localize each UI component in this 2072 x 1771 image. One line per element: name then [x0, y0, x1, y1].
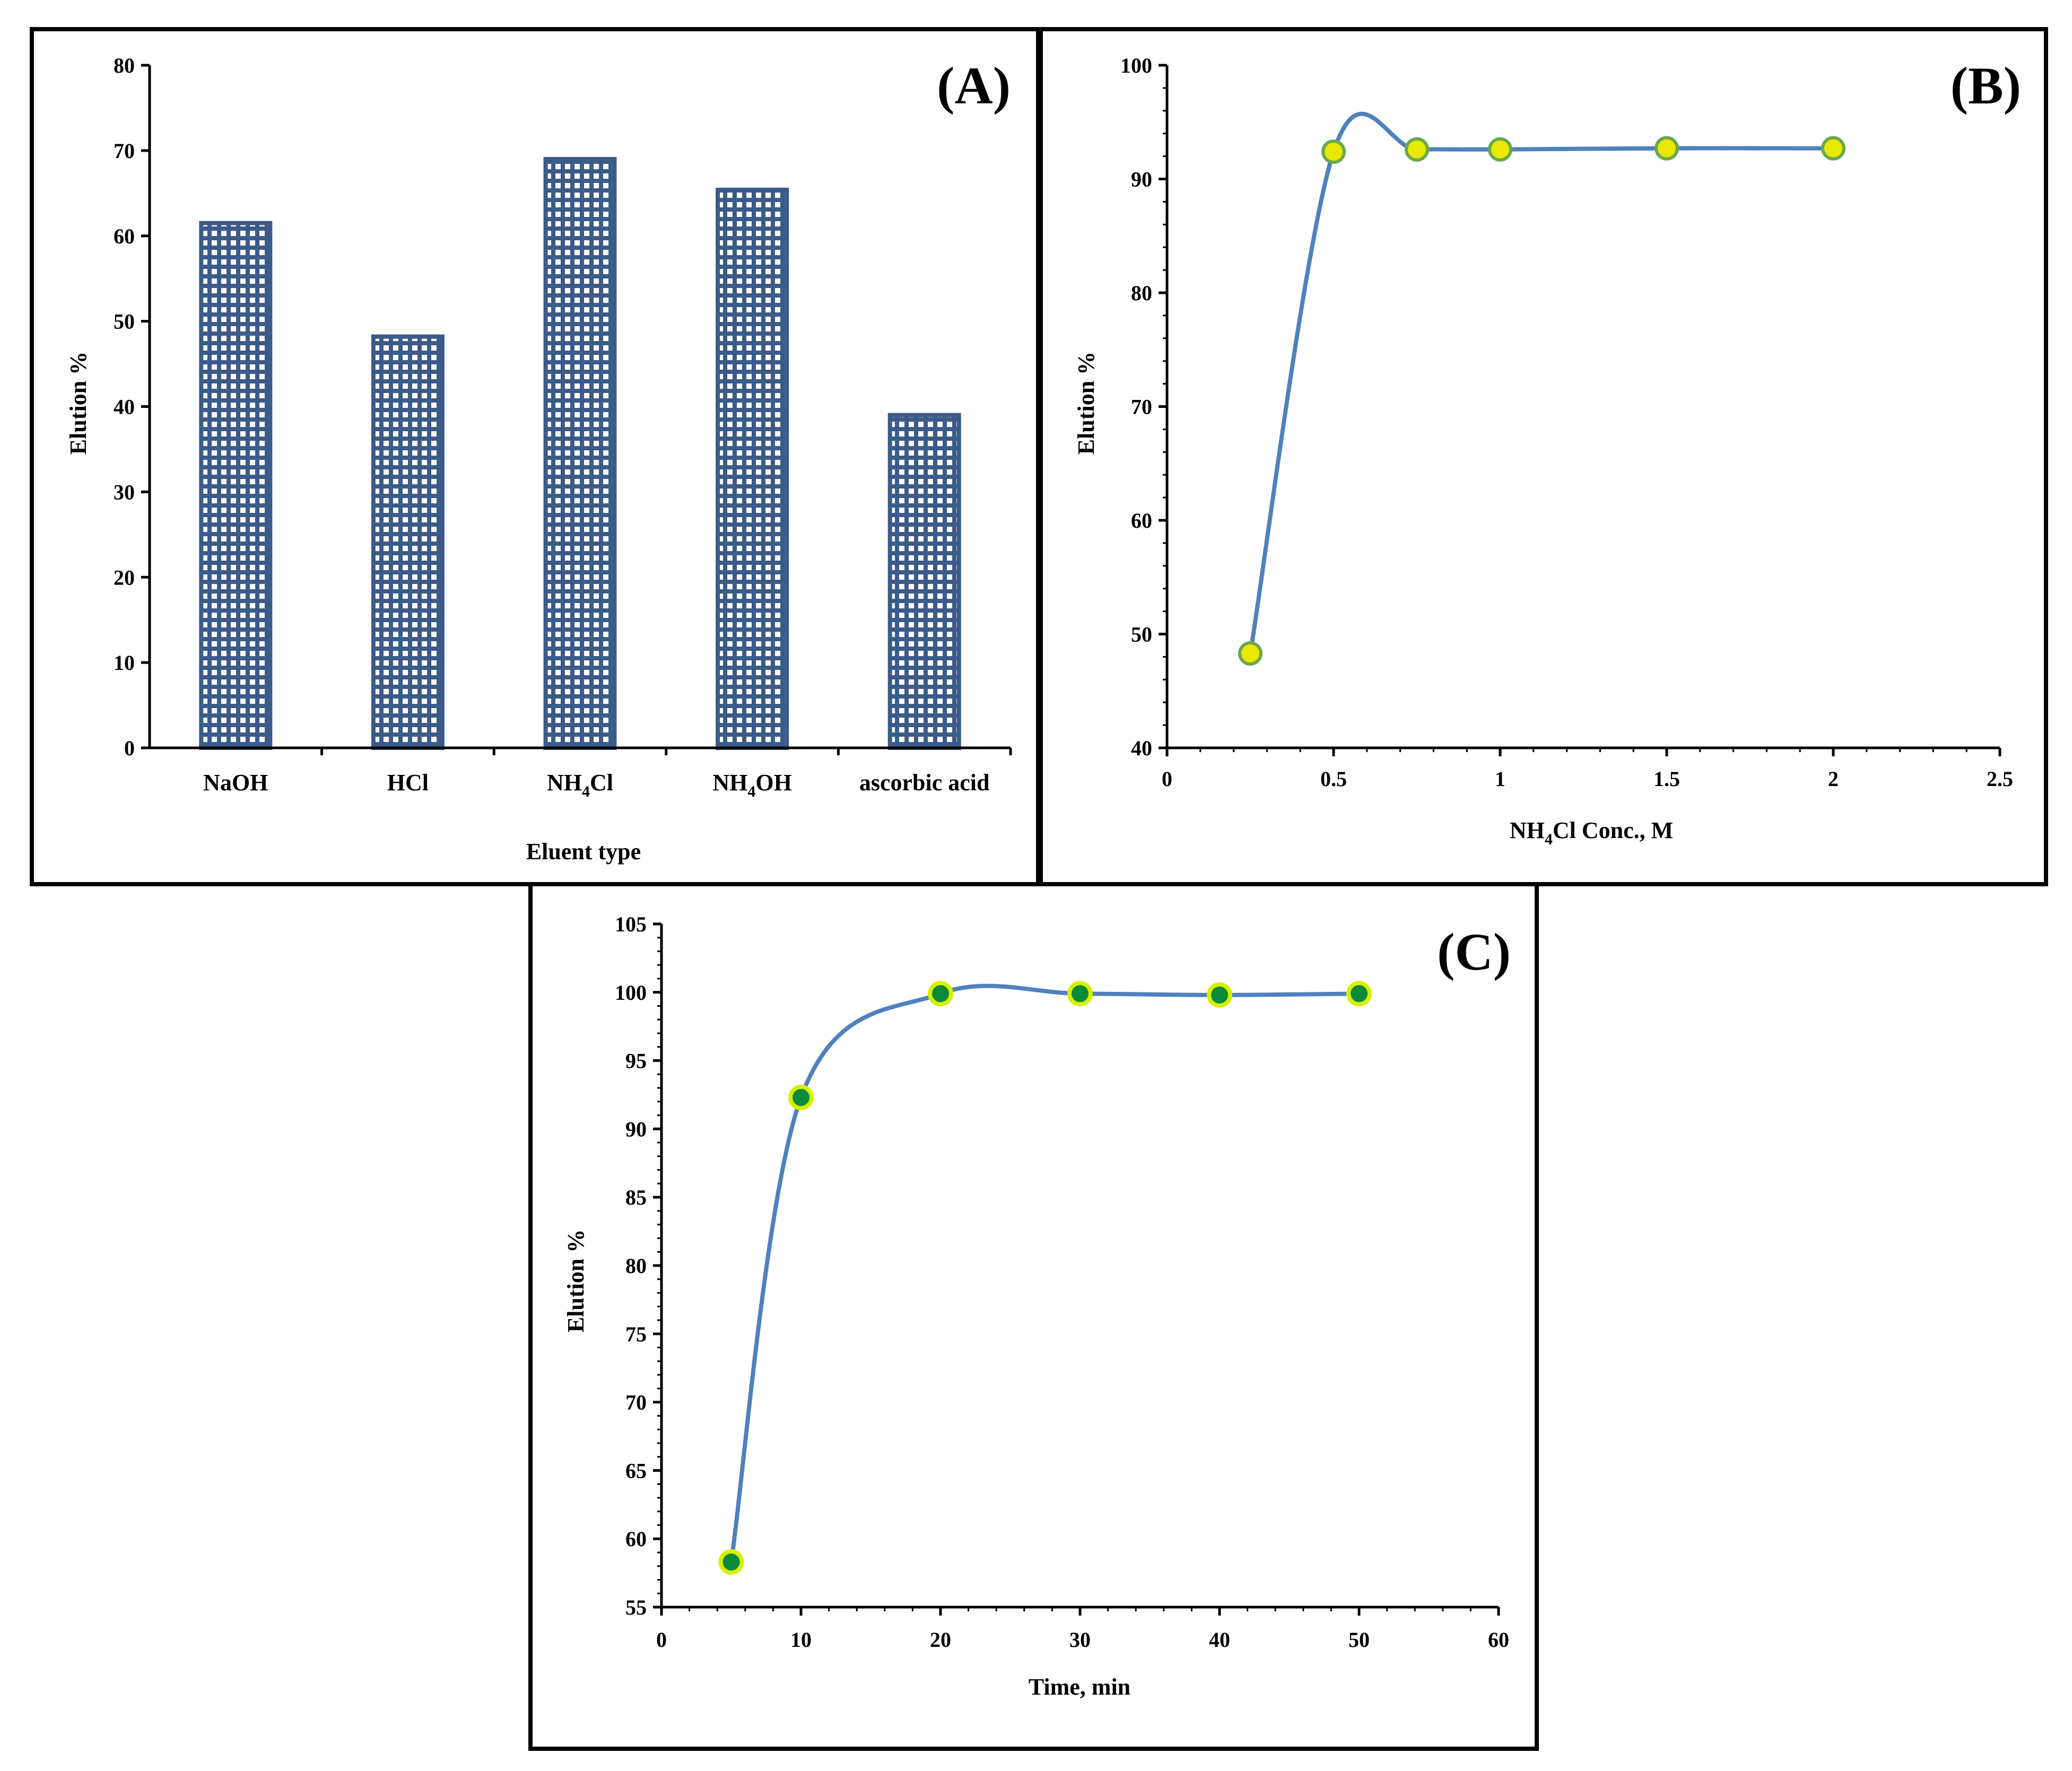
- panel-b-xtick-label: 1.5: [1653, 767, 1680, 791]
- panel-a-xlabel: Eluent type: [526, 839, 641, 865]
- panel-b-frame: [1039, 27, 2048, 886]
- panel-a-category-label: HCl: [387, 770, 429, 796]
- panel-a-frame: [30, 27, 1040, 886]
- panel-a-ytick-label: 0: [124, 736, 135, 760]
- panel-a-bar: [543, 156, 617, 750]
- panel-c-ylabel: Elution %: [563, 1229, 589, 1332]
- panel-a-ytick-label: 30: [114, 480, 135, 504]
- panel-b-data-point: [1405, 137, 1429, 162]
- panel-c-ytick-label: 70: [625, 1391, 647, 1415]
- panel-c-data-point: [928, 981, 953, 1007]
- panel-a-ytick-label: 40: [114, 395, 135, 419]
- panel-c-data-point: [1346, 981, 1372, 1007]
- panel-c-xtick-label: 30: [1069, 1628, 1091, 1652]
- panel-c-xtick-label: 10: [790, 1628, 812, 1652]
- panel-b-series-line: [1248, 111, 1834, 654]
- panel-a-label: (A): [937, 56, 1011, 115]
- panel-b-xtick-label: 2.5: [1987, 767, 2013, 791]
- panel-c-data-point: [1207, 982, 1232, 1008]
- panel-a-ytick-label: 10: [114, 651, 135, 675]
- panel-b-ytick-label: 90: [1131, 168, 1152, 191]
- panel-b-ytick-label: 50: [1131, 623, 1152, 647]
- panel-c-ytick-label: 80: [625, 1254, 647, 1278]
- panel-c-frame: [528, 882, 1539, 1751]
- panel-c-chart: 55 60 65 70 75 80 85 90 95 100 105 0 10 20 30 40 50 60 E…: [563, 912, 1511, 1700]
- panel-b-data-point: [1238, 641, 1263, 666]
- panel-a-chart: 0 10 20 30 40 50 60 70 80 NaOH HCl NH4Cl NH4OH ascor…: [65, 54, 1012, 865]
- panel-c-xtick-label: 60: [1488, 1628, 1509, 1652]
- panel-b-data-point: [1488, 137, 1512, 162]
- panel-b-ytick-label: 60: [1131, 509, 1152, 533]
- panel-a-bar: [716, 187, 789, 751]
- panel-a-bar: [887, 413, 961, 750]
- panel-a-bar: [199, 221, 273, 750]
- panel-c-xlabel: Time, min: [1029, 1674, 1130, 1700]
- panel-b-chart: 40 50 60 70 80 90 100 0 0.5 1 1.5 2 2.5 Elution % N…: [1073, 54, 2021, 848]
- panel-c-data-point: [788, 1085, 814, 1111]
- panel-c-ytick-label: 100: [615, 981, 647, 1005]
- panel-a-ytick-label: 70: [114, 139, 135, 163]
- panel-b-label: (B): [1951, 56, 2021, 115]
- panel-b-xlabel: NH4Cl Conc., M: [1510, 817, 1673, 848]
- panel-a-bar: [371, 334, 445, 750]
- panel-a-ylabel: Elution %: [65, 352, 91, 455]
- panel-c-ytick-label: 60: [625, 1527, 647, 1551]
- panel-c-label: (C): [1437, 922, 1511, 981]
- panel-b-ytick-label: 70: [1131, 395, 1152, 419]
- panel-c-ytick-label: 75: [625, 1322, 647, 1346]
- panel-c-xtick-label: 20: [930, 1628, 951, 1652]
- panel-b-data-point: [1655, 136, 1679, 161]
- panel-b-data-point: [1321, 139, 1346, 164]
- panel-c-xtick-label: 0: [656, 1628, 667, 1652]
- panel-b-data-point: [1821, 136, 1845, 161]
- panel-a-category-label: NH4Cl: [547, 770, 613, 800]
- panel-a-category-label: NH4OH: [712, 770, 791, 800]
- panel-b-ytick-label: 100: [1120, 54, 1152, 77]
- panel-a-category-label: NaOH: [203, 770, 268, 796]
- panel-c-ytick-label: 55: [625, 1595, 647, 1619]
- panel-c-xtick-label: 40: [1209, 1628, 1230, 1652]
- panel-b-xlabel-sub: 4: [1545, 831, 1553, 848]
- panel-b-ytick-label: 80: [1131, 281, 1152, 305]
- panel-b-xtick-label: 1: [1495, 767, 1505, 791]
- panel-a-ytick-label: 20: [114, 565, 135, 589]
- panel-b-xtick-label: 0.5: [1320, 767, 1347, 791]
- panel-c-xtick-label: 50: [1348, 1628, 1370, 1652]
- panel-c-ytick-label: 85: [625, 1185, 647, 1209]
- panel-c-ytick-label: 90: [625, 1117, 647, 1141]
- panel-c-ytick-label: 105: [615, 912, 647, 936]
- panel-a-ytick-label: 60: [114, 224, 135, 248]
- panel-b-xtick-label: 0: [1162, 767, 1172, 791]
- panel-c-series-line: [729, 983, 1360, 1563]
- panel-b-ytick-label: 40: [1131, 736, 1152, 760]
- panel-b-xlabel-tail: Cl Conc., M: [1553, 817, 1673, 843]
- panel-b-ylabel: Elution %: [1073, 352, 1099, 455]
- panel-a-ytick-label: 80: [114, 54, 135, 77]
- panel-b-xtick-label: 2: [1828, 767, 1839, 791]
- panel-a-category-label: ascorbic acid: [859, 770, 990, 796]
- panel-a-ytick-label: 50: [114, 310, 135, 334]
- panel-c-ytick-label: 95: [625, 1049, 647, 1073]
- panel-b-xlabel-main: NH: [1510, 817, 1545, 843]
- panel-c-ytick-label: 65: [625, 1459, 647, 1482]
- panel-c-data-point: [718, 1549, 744, 1575]
- panel-c-data-point: [1067, 981, 1093, 1007]
